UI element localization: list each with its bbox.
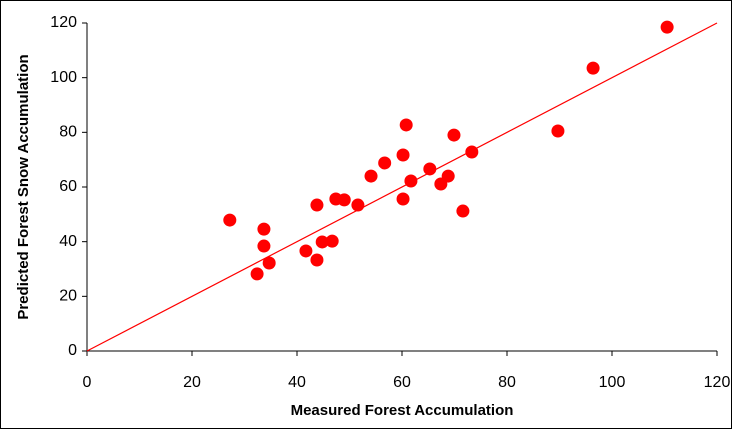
point (399, 118, 413, 132)
y-tick-label: 40 (59, 233, 77, 250)
point (250, 267, 264, 281)
point (396, 148, 410, 162)
reference-line (86, 22, 718, 352)
x-axis-title: Measured Forest Accumulation (291, 402, 514, 419)
x-tick-label: 40 (288, 374, 306, 391)
point (465, 145, 479, 159)
y-axis-title: Predicted Forest Snow Accumulation (15, 54, 32, 319)
point (404, 174, 418, 188)
y-tick-label: 60 (59, 178, 77, 195)
point (456, 204, 470, 218)
point (262, 256, 276, 270)
x-tick-label: 80 (498, 374, 516, 391)
point (310, 253, 324, 267)
point (257, 222, 271, 236)
x-tick-label: 120 (704, 374, 731, 391)
point (351, 198, 365, 212)
point (223, 213, 237, 227)
x-tick-label: 0 (83, 374, 92, 391)
point (551, 124, 565, 138)
y-tick-label: 20 (59, 288, 77, 305)
y-tick-label: 80 (59, 124, 77, 141)
y-tick-label: 100 (50, 69, 77, 86)
x-tick-label: 60 (393, 374, 411, 391)
point (378, 156, 392, 170)
point (441, 169, 455, 183)
point (660, 20, 674, 34)
point (299, 244, 313, 258)
point (396, 192, 410, 206)
point (310, 198, 324, 212)
x-tick-label: 20 (183, 374, 201, 391)
point (447, 128, 461, 142)
y-tick-label: 120 (50, 14, 77, 31)
point (364, 169, 378, 183)
point (325, 234, 339, 248)
point (315, 235, 329, 249)
point (586, 61, 600, 75)
point (423, 162, 437, 176)
x-tick-label: 100 (599, 374, 626, 391)
y-tick-label: 0 (68, 342, 77, 359)
point (257, 239, 271, 253)
point (337, 193, 351, 207)
